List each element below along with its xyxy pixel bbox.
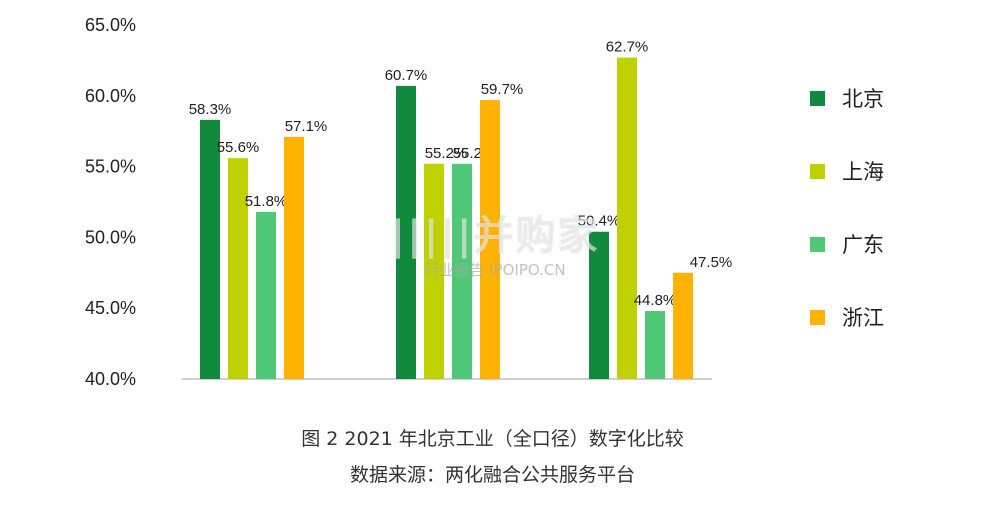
bar-2-1 (452, 163, 472, 379)
bar-chart: 40.0% 45.0% 50.0% 55.0% 60.0% 65.0% 58.3% 60.7… (85, 15, 884, 389)
y-tick-label: 40.0% (85, 369, 136, 389)
y-tick-label: 60.0% (85, 86, 136, 106)
legend-label: 浙江 (842, 306, 884, 330)
bar-3-1 (480, 100, 500, 379)
bar-3-0 (284, 136, 304, 379)
legend-swatch (810, 164, 825, 179)
data-label: 50.4% (578, 213, 621, 230)
bar-1-0 (228, 158, 248, 379)
legend-label: 广东 (842, 233, 884, 257)
legend-label: 上海 (842, 160, 884, 184)
y-tick-label: 55.0% (85, 157, 136, 177)
y-tick-label: 65.0% (85, 15, 136, 35)
data-label: 60.7% (385, 67, 428, 84)
bar-2-0 (256, 211, 276, 379)
bar-0-2 (589, 231, 609, 379)
data-label: 55.6% (217, 139, 260, 156)
legend-swatch (810, 237, 825, 252)
figure-caption: 图 2 2021 年北京工业（全口径）数字化比较 (301, 428, 684, 450)
data-label: 47.5% (690, 254, 733, 271)
legend-swatch (810, 91, 825, 106)
y-tick-label: 45.0% (85, 298, 136, 318)
bar-3-2 (673, 272, 693, 379)
bars: 58.3%60.7%50.4%55.6% 55.2%62.7%51.8%55.2%… (189, 39, 733, 380)
bar-2-2 (645, 311, 665, 379)
bar-1-1 (424, 163, 444, 379)
data-label: 59.7% (481, 81, 524, 98)
data-label: 58.3% (189, 101, 232, 118)
data-source: 数据来源：两化融合公共服务平台 (349, 464, 635, 486)
bar-0-1 (396, 85, 416, 379)
data-label: 62.7% (606, 39, 649, 56)
bar-0-0 (200, 119, 220, 379)
legend-label: 北京 (842, 87, 884, 111)
y-axis: 40.0% 45.0% 50.0% 55.0% 60.0% 65.0% (85, 15, 136, 389)
bar-1-2 (617, 57, 637, 380)
data-label: 44.8% (634, 292, 677, 309)
data-label: 55.2% (425, 145, 468, 162)
legend-swatch (810, 310, 825, 325)
y-tick-label: 50.0% (85, 227, 136, 247)
data-label: 51.8% (245, 193, 288, 210)
data-label: 57.1% (285, 118, 328, 135)
